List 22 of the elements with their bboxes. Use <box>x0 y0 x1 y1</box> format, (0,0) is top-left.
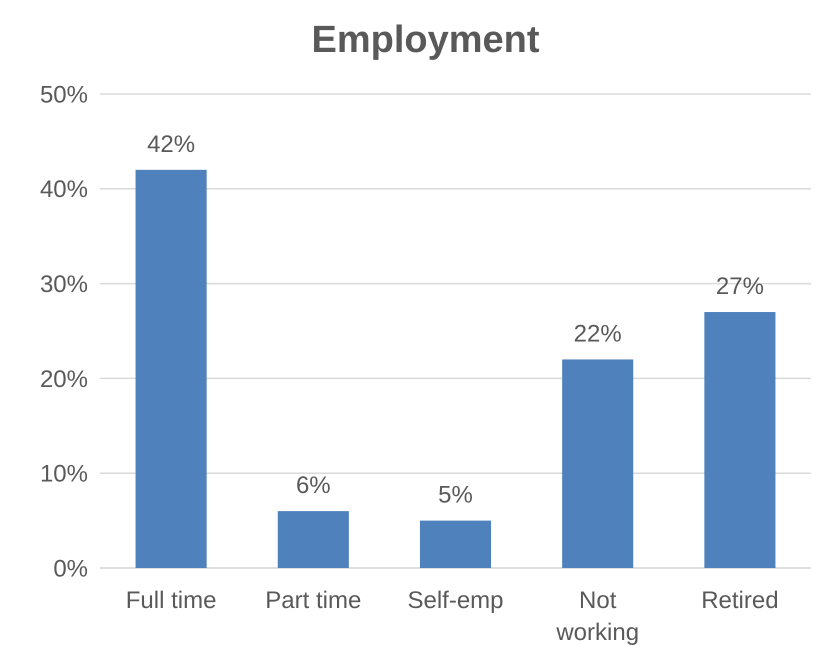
bar <box>420 520 492 568</box>
y-tick-label: 50% <box>40 81 88 108</box>
x-tick-label: Full time <box>126 587 216 614</box>
chart-title: Employment <box>311 19 540 61</box>
y-tick-label: 30% <box>40 271 88 298</box>
data-label: 22% <box>574 320 622 348</box>
data-label: 5% <box>438 482 473 509</box>
x-tick-label: Retired <box>701 587 779 614</box>
bar <box>562 359 634 568</box>
data-label: 6% <box>296 472 331 500</box>
data-label: 27% <box>716 273 764 300</box>
bar <box>278 511 349 568</box>
x-tick-label: Part time <box>265 587 362 614</box>
y-tick-label: 10% <box>40 460 88 488</box>
x-tick-label: Not working <box>555 587 640 646</box>
data-label: 42% <box>147 130 196 158</box>
y-tick-label: 20% <box>40 366 88 393</box>
y-tick-label: 40% <box>40 176 88 204</box>
bar <box>136 170 207 568</box>
y-tick-label: 0% <box>53 555 88 582</box>
bar <box>704 312 776 568</box>
x-tick-label: Self-emp <box>407 587 504 614</box>
